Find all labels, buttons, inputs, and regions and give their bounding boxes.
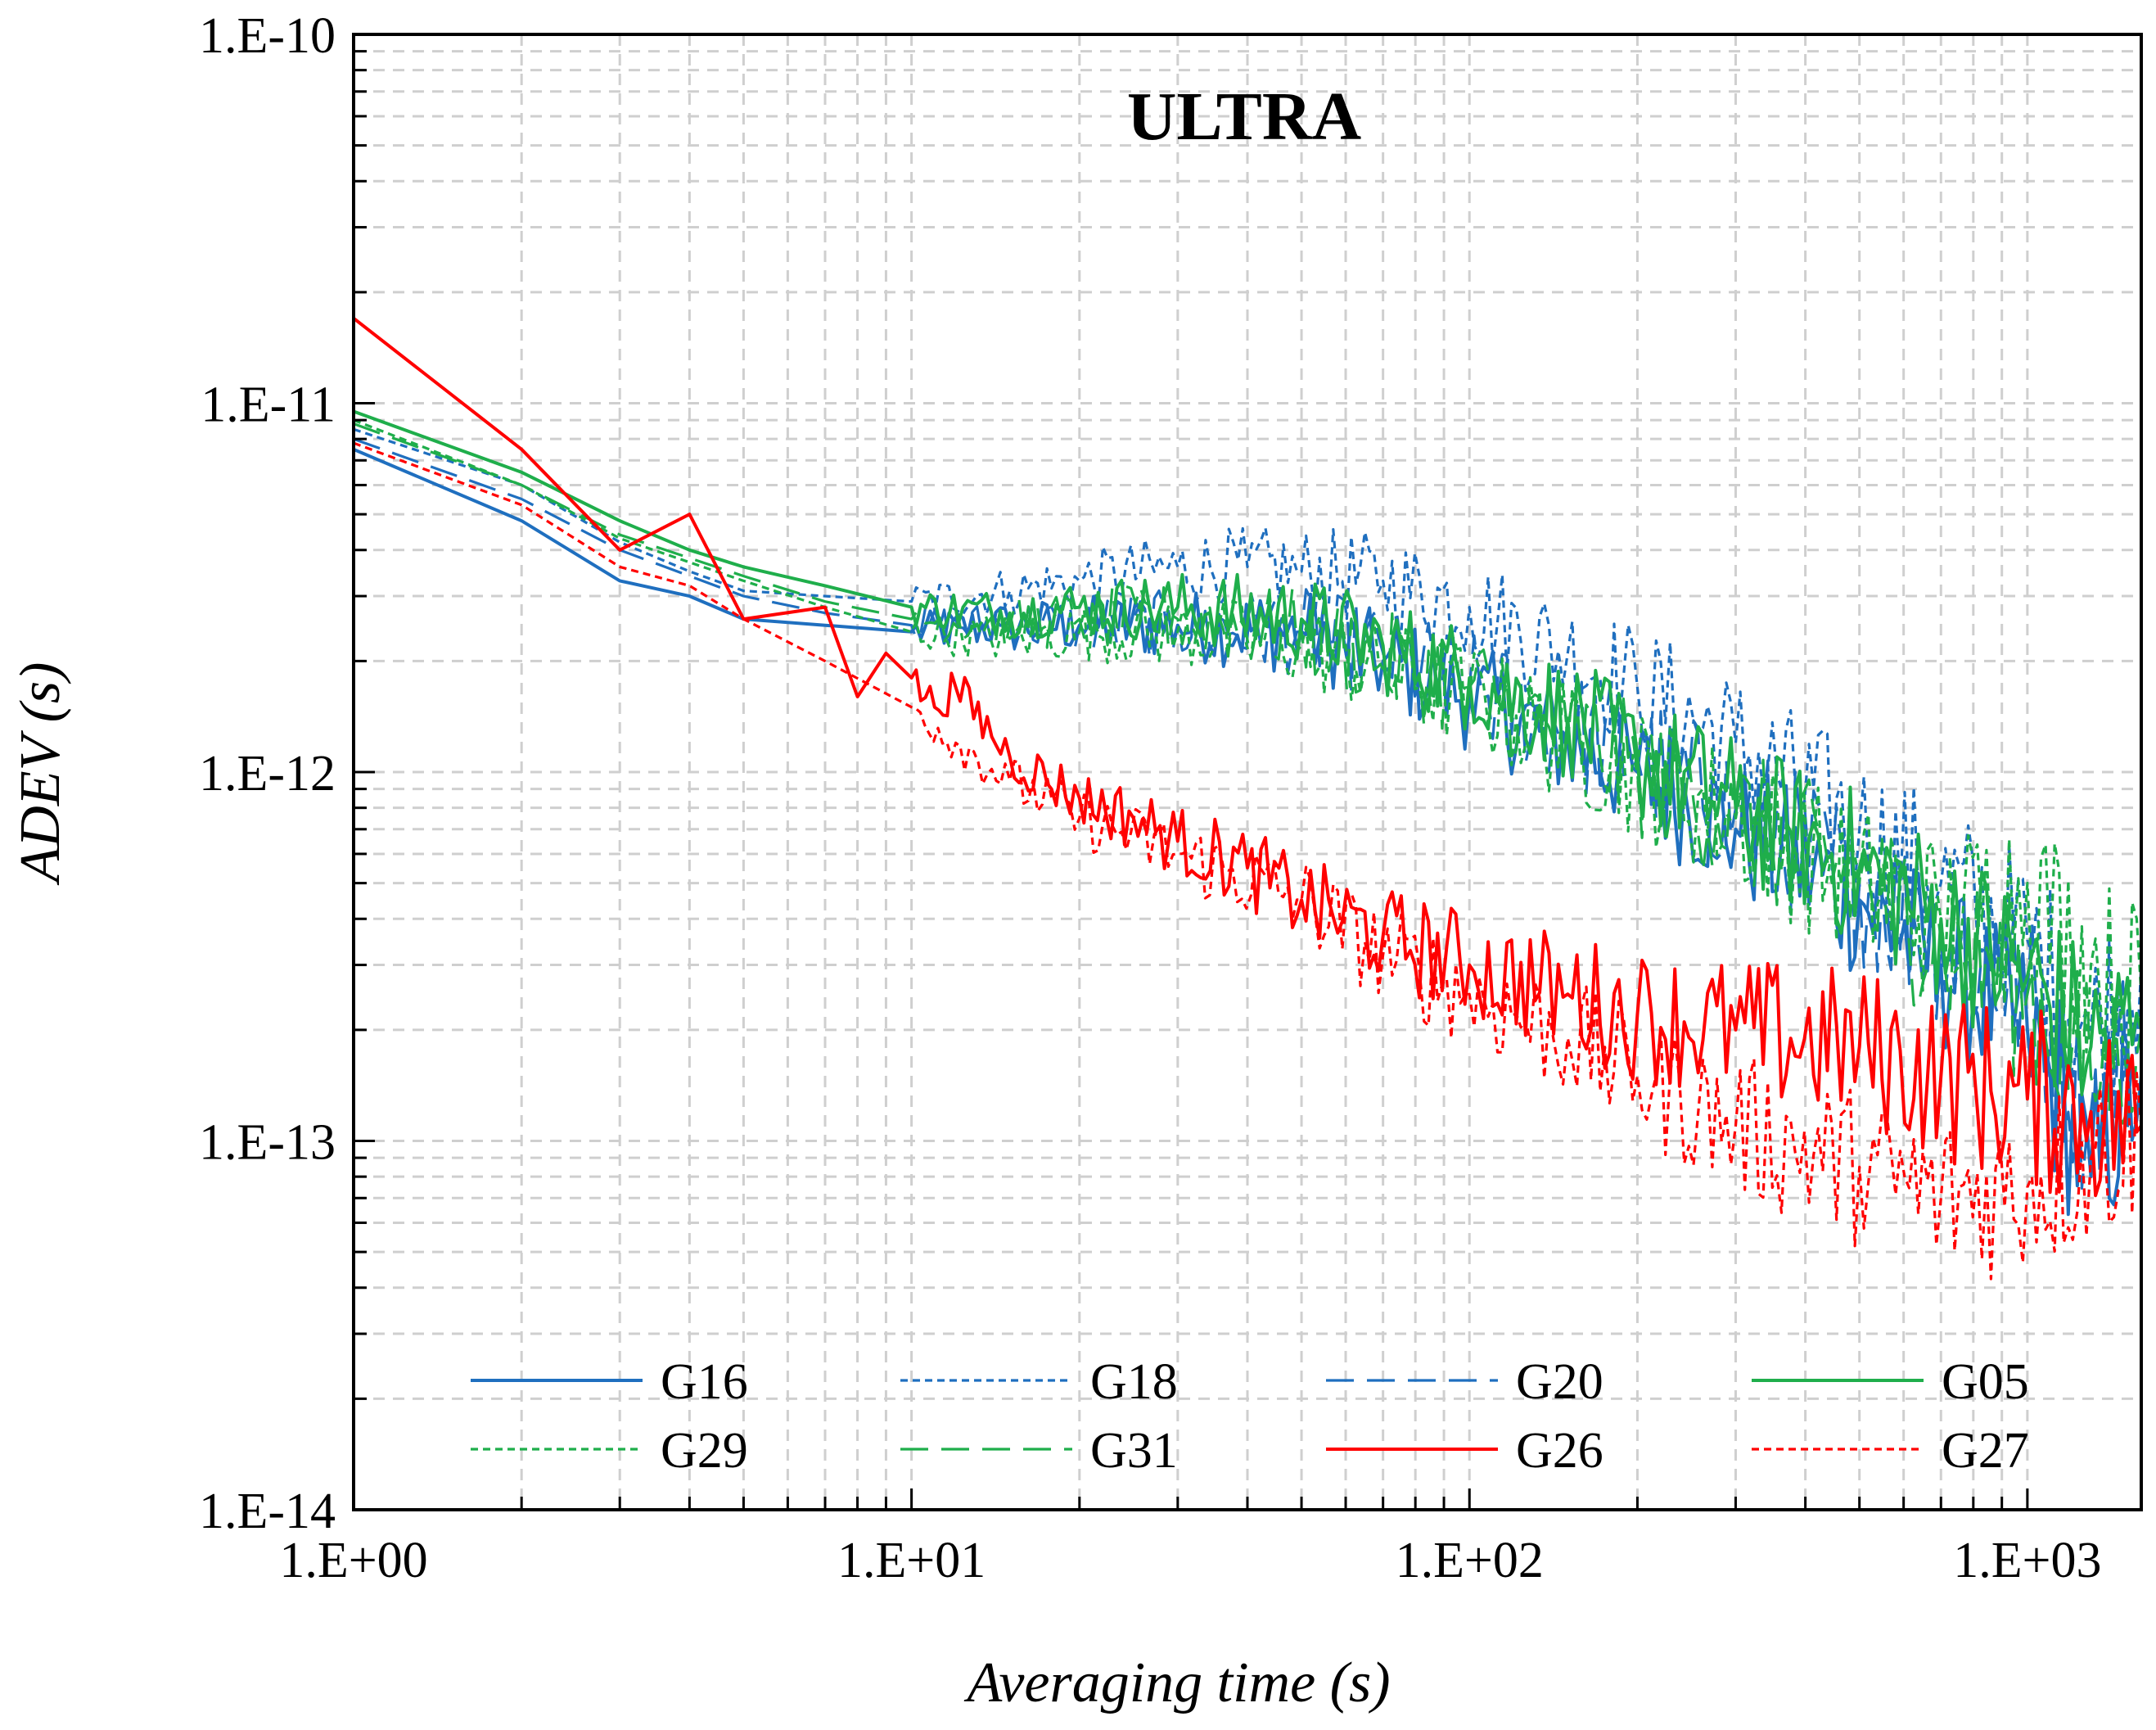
y-tick-label: 1.E-10 — [199, 8, 336, 64]
chart-title: ULTRA — [1127, 79, 1362, 155]
legend-label-g05: G05 — [1942, 1354, 2029, 1410]
legend-label-g29: G29 — [661, 1423, 748, 1479]
series-line-g26 — [354, 317, 2141, 1198]
y-tick-label: 1.E-11 — [201, 377, 336, 433]
y-axis-title: ADEV (s) — [9, 662, 72, 886]
legend-label-g31: G31 — [1090, 1423, 1178, 1479]
series-group — [354, 317, 2141, 1281]
axes: 1.E+00 1.E+01 1.E+02 1.E+03 1.E-14 1.E-13 1.E-… — [199, 8, 2143, 1588]
x-tick-label: 1.E+01 — [837, 1533, 986, 1588]
x-tick-label: 1.E+02 — [1396, 1533, 1544, 1588]
series-line-g27 — [354, 441, 2141, 1281]
x-axis-title: Averaging time (s) — [963, 1651, 1390, 1714]
x-tick-label: 1.E+00 — [279, 1533, 427, 1588]
legend-label-g18: G18 — [1090, 1354, 1178, 1410]
y-tick-label: 1.E-14 — [199, 1484, 336, 1539]
legend-label-g27: G27 — [1942, 1423, 2029, 1479]
series-line-g29 — [354, 418, 2141, 1081]
x-tick-label: 1.E+03 — [1953, 1533, 2101, 1588]
legend-label-g26: G26 — [1516, 1423, 1603, 1479]
legend-label-g16: G16 — [661, 1354, 748, 1410]
plot-frame — [352, 33, 2143, 1511]
legend-label-g20: G20 — [1516, 1354, 1603, 1410]
y-tick-label: 1.E-13 — [199, 1115, 336, 1171]
legend: G16 G18 G20 G05 G29 G31 G26 G27 — [471, 1354, 2029, 1479]
series-line-g31 — [354, 422, 2141, 1125]
y-tick-label: 1.E-12 — [199, 746, 336, 802]
grid — [352, 34, 2141, 1511]
